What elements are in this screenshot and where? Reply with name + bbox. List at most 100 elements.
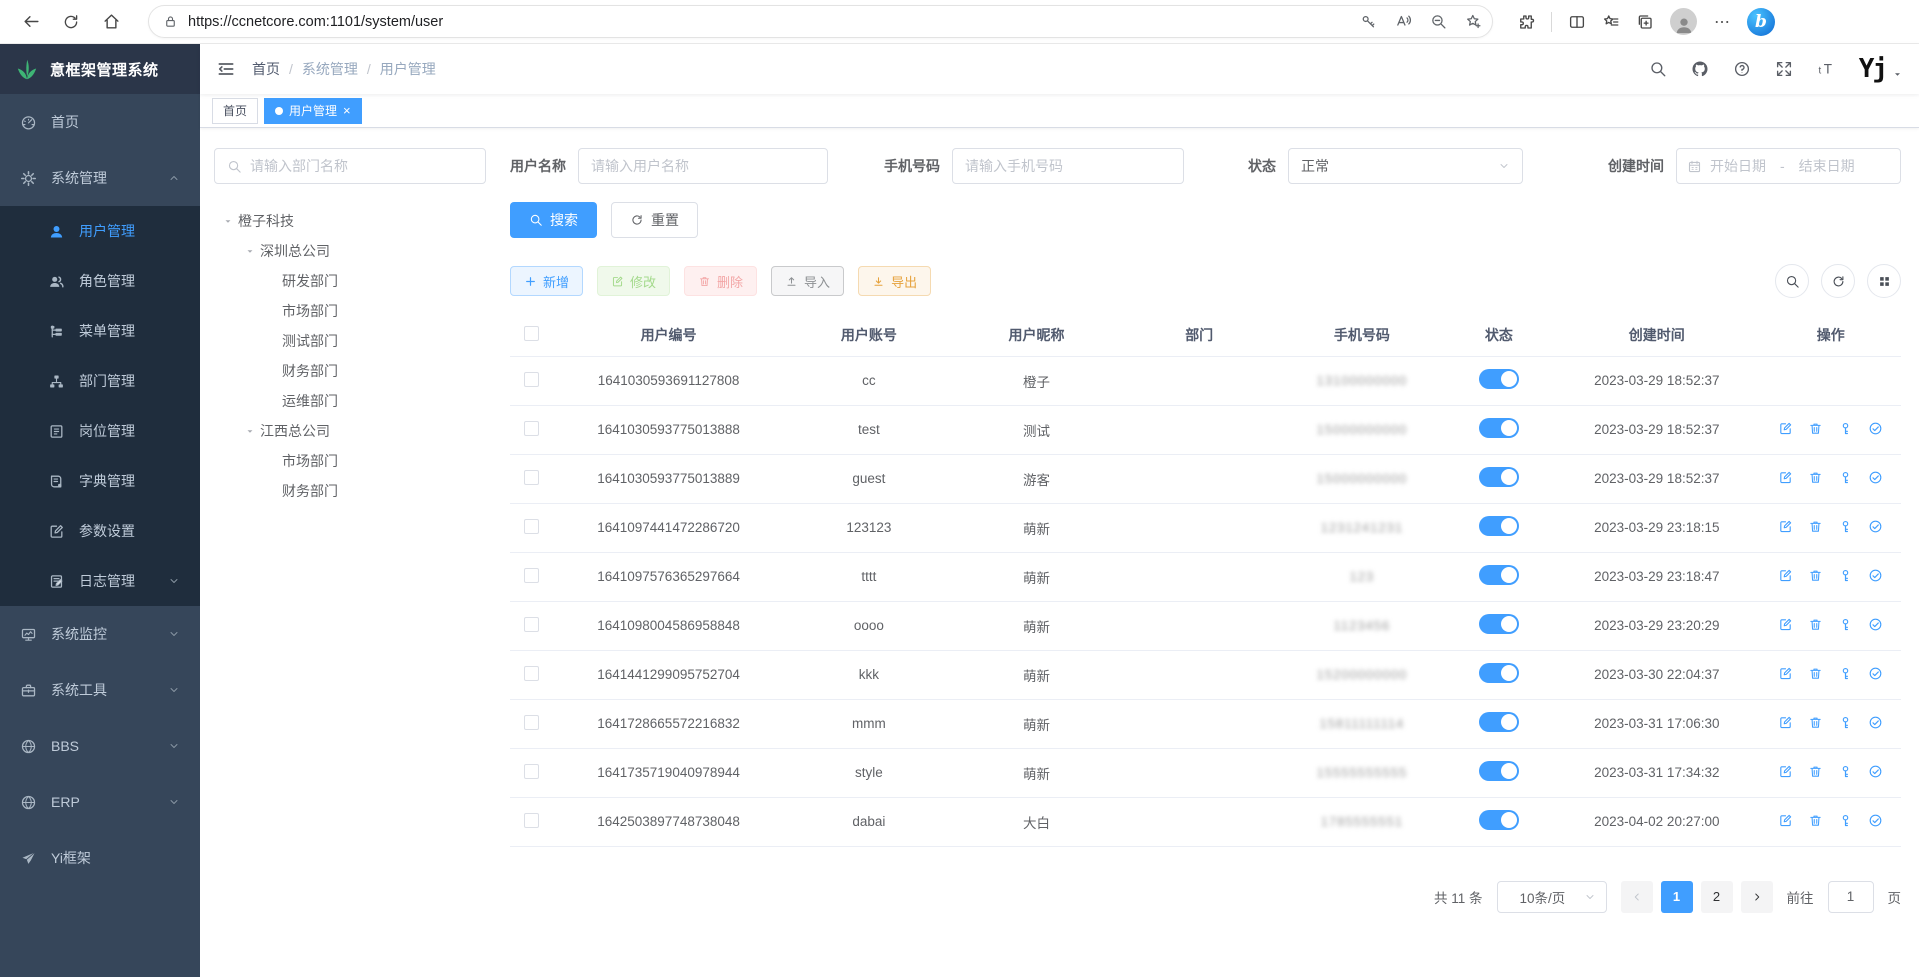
sidebar-item-monitor[interactable]: 系统监控 — [0, 606, 200, 662]
page-size-select[interactable]: 10条/页 — [1496, 880, 1607, 913]
collections-icon[interactable] — [1636, 13, 1654, 31]
next-page-button[interactable] — [1740, 880, 1773, 913]
prev-page-button[interactable] — [1620, 880, 1653, 913]
row-reset-password-icon[interactable] — [1838, 813, 1853, 828]
header-search-icon[interactable] — [1649, 60, 1667, 78]
sidebar-item-users[interactable]: 用户管理 — [0, 206, 200, 256]
jump-page-input[interactable]: 1 — [1827, 880, 1874, 913]
row-checkbox[interactable] — [524, 420, 540, 436]
browser-back-icon[interactable] — [14, 5, 48, 39]
tree-node[interactable]: 测试部门 — [214, 326, 486, 356]
row-checkbox[interactable] — [524, 518, 540, 534]
fullscreen-icon[interactable] — [1775, 60, 1793, 78]
status-toggle[interactable] — [1478, 418, 1519, 438]
help-icon[interactable] — [1733, 60, 1751, 78]
tab-close-icon[interactable]: × — [343, 103, 351, 118]
sidebar-item-params[interactable]: 参数设置 — [0, 506, 200, 556]
tree-node[interactable]: 江西总公司 — [214, 416, 486, 446]
row-assign-role-icon[interactable] — [1868, 519, 1883, 534]
browser-home-icon[interactable] — [94, 5, 128, 39]
sidebar-item-home[interactable]: 首页 — [0, 94, 200, 150]
bing-chat-icon[interactable]: b — [1747, 7, 1775, 36]
tree-expand-caret-icon[interactable] — [240, 426, 260, 437]
status-toggle[interactable] — [1478, 712, 1519, 732]
phone-input[interactable]: 请输入手机号码 — [952, 148, 1184, 184]
tree-node[interactable]: 财务部门 — [214, 476, 486, 506]
row-delete-icon[interactable] — [1808, 715, 1823, 730]
favorite-add-icon[interactable] — [1465, 13, 1482, 30]
row-checkbox[interactable] — [524, 371, 540, 387]
github-icon[interactable] — [1691, 60, 1709, 78]
breadcrumb-system[interactable]: 系统管理 — [301, 61, 358, 77]
read-aloud-icon[interactable] — [1395, 13, 1412, 30]
search-button[interactable]: 搜索 — [510, 202, 597, 238]
status-toggle[interactable] — [1478, 663, 1519, 683]
row-delete-icon[interactable] — [1808, 764, 1823, 779]
row-delete-icon[interactable] — [1808, 617, 1823, 632]
row-checkbox[interactable] — [524, 665, 540, 681]
row-checkbox[interactable] — [524, 812, 540, 828]
row-reset-password-icon[interactable] — [1838, 764, 1853, 779]
sidebar-item-tools[interactable]: 系统工具 — [0, 662, 200, 718]
status-toggle[interactable] — [1478, 369, 1519, 389]
status-toggle[interactable] — [1478, 565, 1519, 585]
row-edit-icon[interactable] — [1778, 764, 1793, 779]
sidebar-collapse-icon[interactable] — [216, 59, 236, 79]
row-edit-icon[interactable] — [1778, 421, 1793, 436]
row-delete-icon[interactable] — [1808, 470, 1823, 485]
sidebar-item-roles[interactable]: 角色管理 — [0, 256, 200, 306]
row-assign-role-icon[interactable] — [1868, 421, 1883, 436]
row-delete-icon[interactable] — [1808, 519, 1823, 534]
edit-button[interactable]: 修改 — [597, 266, 671, 296]
row-edit-icon[interactable] — [1778, 813, 1793, 828]
status-toggle[interactable] — [1478, 516, 1519, 536]
row-edit-icon[interactable] — [1778, 666, 1793, 681]
row-assign-role-icon[interactable] — [1868, 764, 1883, 779]
row-reset-password-icon[interactable] — [1838, 519, 1853, 534]
row-checkbox[interactable] — [524, 567, 540, 583]
sidebar-item-yi-framework[interactable]: Yi框架 — [0, 830, 200, 886]
tree-node[interactable]: 运维部门 — [214, 386, 486, 416]
row-reset-password-icon[interactable] — [1838, 470, 1853, 485]
row-reset-password-icon[interactable] — [1838, 617, 1853, 632]
row-assign-role-icon[interactable] — [1868, 715, 1883, 730]
table-columns-button[interactable] — [1867, 264, 1901, 298]
sidebar-item-menus[interactable]: 菜单管理 — [0, 306, 200, 356]
import-button[interactable]: 导入 — [771, 266, 845, 296]
row-edit-icon[interactable] — [1778, 617, 1793, 632]
tree-node[interactable]: 研发部门 — [214, 266, 486, 296]
row-reset-password-icon[interactable] — [1838, 666, 1853, 681]
password-key-icon[interactable] — [1360, 13, 1377, 30]
row-delete-icon[interactable] — [1808, 813, 1823, 828]
zoom-out-icon[interactable] — [1430, 13, 1447, 30]
extensions-icon[interactable] — [1517, 13, 1535, 31]
status-toggle[interactable] — [1478, 810, 1519, 830]
status-toggle[interactable] — [1478, 467, 1519, 487]
tree-node[interactable]: 财务部门 — [214, 356, 486, 386]
add-button[interactable]: 新增 — [510, 266, 584, 296]
tab-user-management[interactable]: 用户管理 × — [264, 97, 362, 124]
breadcrumb-home[interactable]: 首页 — [252, 61, 280, 77]
page-button-2[interactable]: 2 — [1700, 880, 1733, 913]
tree-node[interactable]: 深圳总公司 — [214, 236, 486, 266]
tree-node[interactable]: 市场部门 — [214, 296, 486, 326]
page-button-1[interactable]: 1 — [1660, 880, 1693, 913]
sidebar-item-erp[interactable]: ERP — [0, 774, 200, 830]
address-bar[interactable]: https://ccnetcore.com:1101/system/user — [148, 5, 1493, 38]
row-checkbox[interactable] — [524, 714, 540, 730]
app-logo[interactable]: 意框架管理系统 — [0, 44, 200, 94]
sidebar-item-bbs[interactable]: BBS — [0, 718, 200, 774]
row-edit-icon[interactable] — [1778, 715, 1793, 730]
username-input[interactable]: 请输入用户名称 — [578, 148, 828, 184]
sidebar-item-dicts[interactable]: 字典管理 — [0, 456, 200, 506]
select-all-checkbox[interactable] — [524, 325, 540, 341]
browser-profile-avatar[interactable] — [1670, 8, 1697, 35]
row-assign-role-icon[interactable] — [1868, 813, 1883, 828]
tree-node[interactable]: 市场部门 — [214, 446, 486, 476]
reset-button[interactable]: 重置 — [611, 202, 698, 238]
row-reset-password-icon[interactable] — [1838, 715, 1853, 730]
row-assign-role-icon[interactable] — [1868, 666, 1883, 681]
table-refresh-button[interactable] — [1821, 264, 1855, 298]
tree-node[interactable]: 橙子科技 — [214, 206, 486, 236]
